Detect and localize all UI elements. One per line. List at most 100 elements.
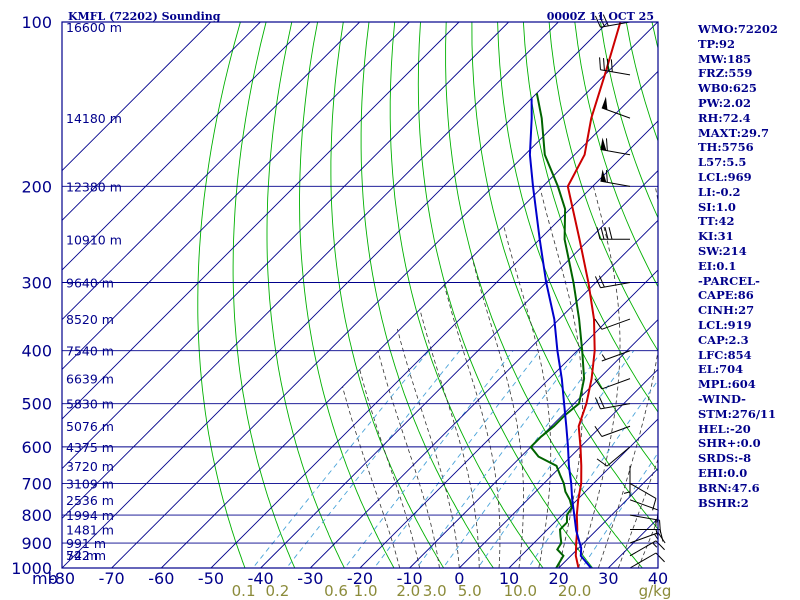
temperature-tick-label: -20	[347, 569, 373, 588]
mixing-ratio-label: 1.0	[354, 582, 378, 600]
height-label: 7540 m	[66, 344, 114, 359]
mixing-ratio-label: 2.0	[396, 582, 420, 600]
wind-barb	[594, 318, 631, 330]
isotherm-line	[62, 22, 261, 221]
mixing-ratio-unit-label: g/kg	[639, 582, 672, 600]
stat-line: SI:1.0	[698, 199, 736, 214]
chart-title: KMFL (72202) Sounding	[68, 10, 221, 23]
temperature-tick-label: 0	[454, 569, 464, 588]
wind-barb	[629, 514, 661, 533]
mixing-ratio-lines	[252, 350, 658, 568]
wind-barb	[623, 465, 631, 496]
moist-adiabat-line	[358, 367, 420, 568]
stat-line: LCL:919	[698, 317, 752, 332]
isotherm-line	[359, 269, 658, 568]
isotherm-line	[210, 120, 658, 568]
moist-adiabat-line	[419, 308, 480, 568]
stat-line: MPL:604	[698, 377, 756, 392]
plot-frame	[61, 21, 659, 569]
mixing-ratio-label: 5.0	[458, 582, 482, 600]
stat-line: EL:704	[698, 362, 744, 377]
isotherm-line	[62, 22, 509, 470]
stat-line: FRZ:559	[698, 66, 753, 81]
temperature-tick-label: -80	[49, 569, 75, 588]
stat-line: EI:0.1	[698, 258, 737, 273]
stats-panel: WMO:72202 TP:92 MW:185 FRZ:559 WB0:625 PW:2.0…	[698, 22, 798, 510]
isotherm-line	[409, 319, 658, 568]
isotherm-line	[558, 468, 658, 568]
stat-line: TT:42	[698, 214, 735, 229]
stat-line: BSHR:2	[698, 495, 749, 510]
pressure-tick-label: 700	[21, 474, 52, 493]
dry-adiabat-line	[417, 22, 594, 568]
height-label: 522 m	[66, 548, 106, 563]
isotherm-line	[310, 219, 658, 568]
moist-adiabat-line	[617, 458, 658, 568]
pressure-tick-label: 100	[21, 13, 52, 32]
wind-barb	[601, 96, 631, 119]
dry-adiabat-line	[360, 22, 494, 568]
chart-timestamp: 0000Z 11 OCT 25	[547, 10, 654, 23]
stat-line: SRDS:-8	[698, 451, 752, 466]
height-label: 3720 m	[66, 459, 114, 474]
isotherm-line	[459, 368, 658, 568]
wind-barb	[596, 227, 630, 240]
mixing-ratio-line	[286, 350, 461, 568]
pressure-unit-label: mb	[32, 569, 58, 588]
moist-adiabat-line	[342, 386, 401, 568]
dry-adiabat-line	[197, 22, 246, 568]
height-label: 16600 m	[66, 20, 122, 35]
mixing-ratio-line	[252, 350, 430, 568]
wind-barb	[629, 482, 657, 511]
height-label: 5076 m	[66, 419, 114, 434]
moist-adiabat-line	[503, 224, 552, 568]
wind-barb	[600, 169, 631, 187]
moist-adiabat-line	[637, 517, 658, 568]
mixing-ratio-line	[477, 350, 635, 568]
stat-line: MW:185	[698, 51, 752, 66]
stat-line: TH:5756	[698, 140, 754, 155]
height-label: 2536 m	[66, 493, 114, 508]
stat-line: WB0:625	[698, 81, 757, 96]
temperature-tick-label: 30	[598, 569, 618, 588]
mixing-ratio-line	[416, 350, 579, 568]
temperature-tick-label: -70	[99, 569, 125, 588]
temperature-tick-label: -10	[397, 569, 423, 588]
height-label: 1481 m	[66, 522, 114, 537]
pressure-tick-label: 900	[21, 534, 52, 553]
temperature-tick-label: 40	[648, 569, 668, 588]
profile-lines	[528, 22, 622, 568]
height-label: 12380 m	[66, 179, 122, 194]
stat-line: -PARCEL-	[698, 273, 760, 288]
wind-barb	[594, 425, 631, 437]
mixing-ratio-label: 0.2	[266, 582, 290, 600]
dry-adiabat-line	[445, 22, 643, 568]
height-label: 4375 m	[66, 440, 114, 455]
isotherm-line	[62, 22, 609, 568]
isotherm-line	[508, 418, 658, 568]
stat-line: TP:92	[698, 36, 736, 51]
height-label: 10910 m	[66, 232, 122, 247]
stat-line: KI:31	[698, 229, 734, 244]
temperature-tick-label: -50	[198, 569, 224, 588]
pressure-tick-label: 800	[21, 506, 52, 525]
pressure-tick-label: 200	[21, 177, 52, 196]
pressure-tick-label: 600	[21, 438, 52, 457]
stat-line: CINH:27	[698, 303, 755, 318]
mixing-ratio-label: 10.0	[504, 582, 537, 600]
wind-barb	[594, 396, 631, 410]
stat-line: CAP:2.3	[698, 332, 749, 347]
stat-line: SHR+:0.0	[698, 436, 761, 451]
height-label: 9640 m	[66, 276, 114, 291]
mixing-ratio-line	[581, 452, 658, 568]
isotherm-line	[111, 22, 658, 568]
isotherm-line	[62, 22, 311, 271]
wind-barb	[596, 446, 631, 467]
stat-line: -WIND-	[698, 391, 746, 406]
temperature-tick-label: -30	[297, 569, 323, 588]
stat-line: BRN:47.6	[698, 480, 760, 495]
dry-adiabat-line	[497, 22, 658, 472]
stat-line: LI:-0.2	[698, 184, 741, 199]
wind-barbs	[594, 14, 666, 569]
